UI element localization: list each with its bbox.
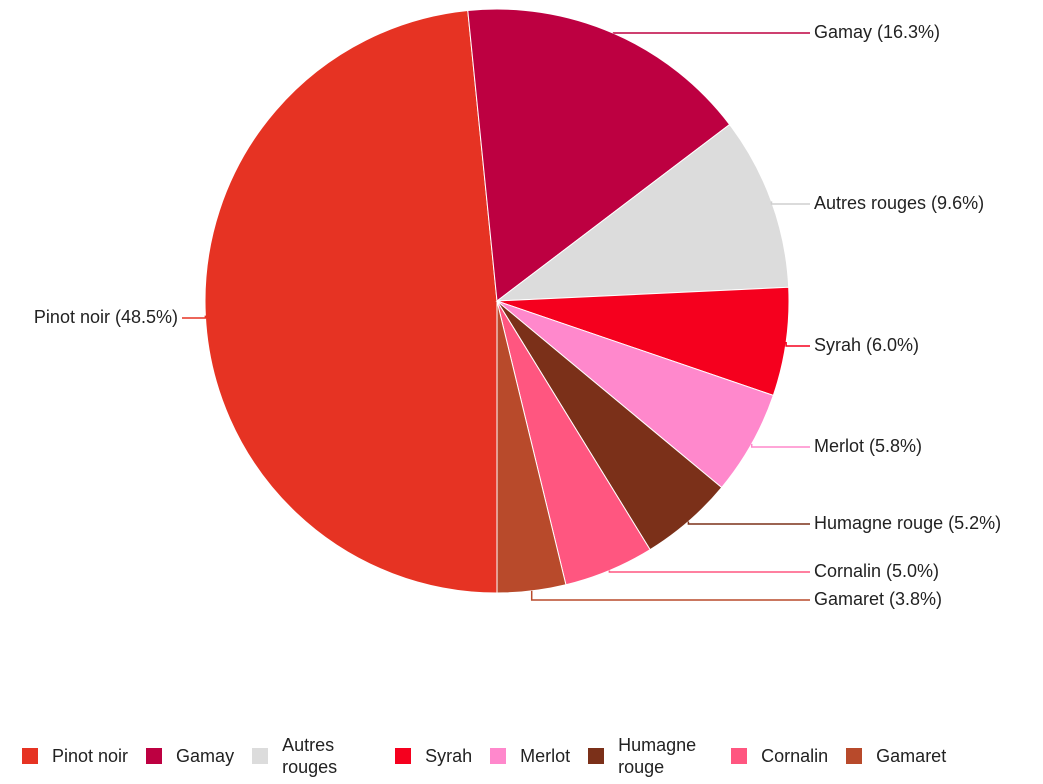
legend-label: Gamaret xyxy=(876,745,947,766)
legend-item: Humagne rouge xyxy=(588,734,713,778)
data-label: Pinot noir (48.5%) xyxy=(34,307,178,327)
legend-swatch xyxy=(846,748,863,764)
data-label: Gamaret (3.8%) xyxy=(814,589,942,609)
legend-item: Cornalin xyxy=(731,746,828,767)
chart: Pinot noir (48.5%) Gamay (16.3%) Autres ro… xyxy=(34,8,1001,609)
legend-item: Syrah xyxy=(395,746,472,767)
leader-line xyxy=(608,570,810,573)
data-label: Autres rouges (9.6%) xyxy=(814,193,984,213)
pie-slice xyxy=(467,8,731,302)
legend-swatch xyxy=(146,748,163,764)
legend-label: Syrah xyxy=(425,745,473,766)
leader-line xyxy=(750,443,810,448)
leader-line xyxy=(785,342,810,347)
legend-label: Pinot noir xyxy=(52,745,129,766)
leader-line xyxy=(182,315,207,319)
pie-slice xyxy=(496,300,567,594)
data-label: Gamay (16.3%) xyxy=(814,22,940,42)
legend-swatch xyxy=(22,748,38,764)
legend-item: Autres rouges xyxy=(252,734,377,778)
legend-item: Pinot noir xyxy=(22,746,128,767)
legend-item: Gamay xyxy=(146,746,234,767)
legend-label: Cornalin xyxy=(761,745,829,766)
pie-slice xyxy=(204,9,498,594)
legend-label: Autres rouges xyxy=(282,735,338,777)
data-label: Merlot (5.8%) xyxy=(814,436,922,456)
leader-line xyxy=(687,521,810,525)
legend: Pinot noir Gamay Autres rouges Syrah Merlot H… xyxy=(22,734,946,778)
legend-label: Merlot xyxy=(520,745,571,766)
leader-line xyxy=(530,590,810,601)
data-label: Humagne rouge (5.2%) xyxy=(814,513,1001,533)
legend-swatch xyxy=(731,748,748,764)
leader-line xyxy=(770,201,810,205)
legend-item: Merlot xyxy=(490,746,570,767)
legend-item: Gamaret xyxy=(846,746,946,767)
legend-label: Humagne rouge xyxy=(618,735,697,777)
legend-swatch xyxy=(588,748,605,764)
legend-swatch xyxy=(490,748,507,764)
legend-swatch xyxy=(252,748,269,764)
data-label: Cornalin (5.0%) xyxy=(814,561,939,581)
legend-label: Gamay xyxy=(176,745,235,766)
legend-swatch xyxy=(395,748,412,764)
data-label: Syrah (6.0%) xyxy=(814,335,919,355)
